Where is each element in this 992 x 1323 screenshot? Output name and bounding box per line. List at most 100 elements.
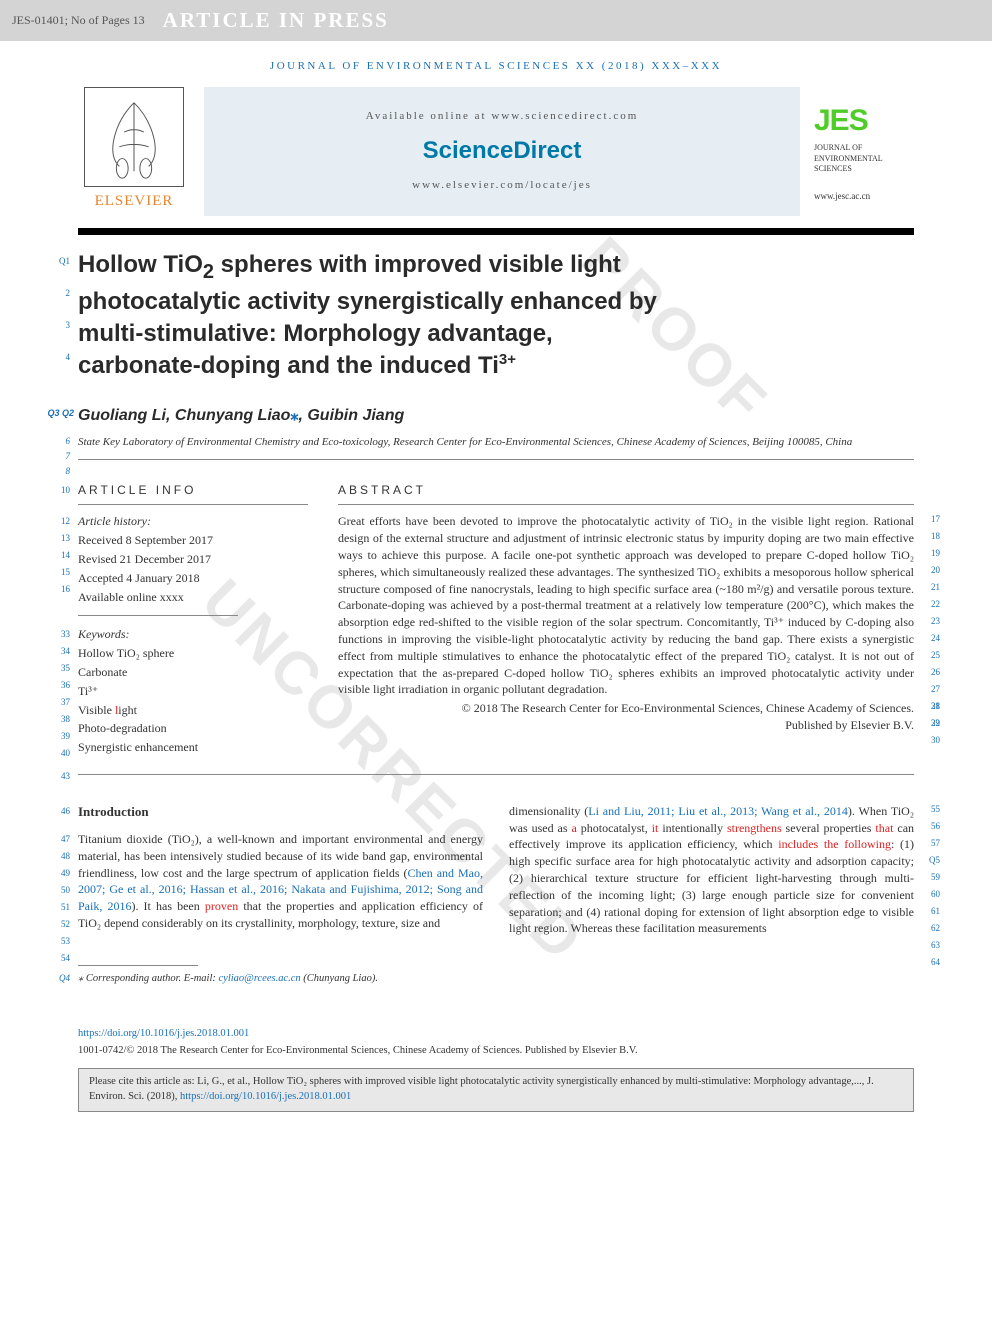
line-31: 31 bbox=[918, 700, 940, 713]
line-57: 57 bbox=[918, 837, 940, 850]
article-title: Q1 2 3 4 Hollow TiO2 spheres with improv… bbox=[78, 249, 914, 383]
footnote-email[interactable]: cyliao@rcees.ac.cn bbox=[219, 973, 301, 984]
line-3: 3 bbox=[48, 319, 70, 332]
citation-box: Please cite this article as: Li, G., et … bbox=[78, 1068, 914, 1111]
line-56: 56 bbox=[918, 820, 940, 833]
line-16: 16 bbox=[48, 583, 70, 596]
line-23: 23 bbox=[918, 615, 940, 628]
citation-2[interactable]: Li and Liu, 2011; Liu et al., 2013; Wang… bbox=[588, 804, 848, 818]
received-date: Received 8 September 2017 bbox=[78, 532, 308, 549]
footnote-rule bbox=[78, 965, 198, 966]
footnote-name: (Chunyang Liao). bbox=[303, 973, 378, 984]
query-q4: Q4 bbox=[48, 972, 70, 985]
header-rule bbox=[78, 228, 914, 235]
line-24: 24 bbox=[918, 632, 940, 645]
line-64: 64 bbox=[918, 956, 940, 969]
line-36: 36 bbox=[48, 679, 70, 692]
manuscript-id: JES-01401; No of Pages 13 bbox=[12, 12, 145, 29]
line-27: 27 bbox=[918, 683, 940, 696]
line-39: 39 bbox=[48, 730, 70, 743]
jes-sub2: ENVIRONMENTAL bbox=[814, 155, 883, 164]
line-62: 62 bbox=[918, 922, 940, 935]
abstract-text: 17 18 19 20 21 22 23 24 25 26 27 28 29 3… bbox=[338, 513, 914, 698]
corresp-asterisk: ⁎ bbox=[290, 407, 298, 424]
doi-block: https://doi.org/10.1016/j.jes.2018.01.00… bbox=[78, 1027, 914, 1058]
line-38: 38 bbox=[48, 713, 70, 726]
elsevier-tree-icon bbox=[84, 87, 184, 187]
article-info-head: ARTICLE INFO bbox=[78, 482, 308, 499]
title-part1: Hollow TiO bbox=[78, 251, 203, 278]
affiliation-text: State Key Laboratory of Environmental Ch… bbox=[78, 436, 852, 448]
copyright-1: © 2018 The Research Center for Eco-Envir… bbox=[462, 701, 914, 715]
line-22: 22 bbox=[918, 598, 940, 611]
abstract-rule bbox=[338, 504, 914, 505]
line-32: 32 bbox=[918, 717, 940, 730]
online-date: Available online xxxx bbox=[78, 589, 308, 606]
keyword-5: Photo-degradation bbox=[78, 720, 308, 737]
revised-date: Revised 21 December 2017 bbox=[78, 551, 308, 568]
intro-heading: Introduction bbox=[78, 803, 483, 821]
keyword-6: Synergistic enhancement bbox=[78, 739, 308, 756]
query-q1: Q1 bbox=[48, 255, 70, 268]
line-50: 50 bbox=[48, 884, 70, 897]
intro-text-1b: ). It has been bbox=[131, 899, 204, 913]
corresponding-author-footnote: Q4 ⁎ Corresponding author. E-mail: cylia… bbox=[78, 972, 914, 987]
line-51: 51 bbox=[48, 901, 70, 914]
info-rule bbox=[78, 504, 308, 505]
edit-strengthens: strengthens bbox=[727, 821, 782, 835]
line-55: 55 bbox=[918, 803, 940, 816]
locate-url[interactable]: www.elsevier.com/locate/jes bbox=[412, 178, 592, 193]
author-list: Q3 Q2 Guoliang Li, Chunyang Liao⁎, Guibi… bbox=[78, 405, 914, 427]
press-label: ARTICLE IN PRESS bbox=[163, 6, 389, 35]
citebox-link[interactable]: https://doi.org/10.1016/j.jes.2018.01.00… bbox=[180, 1091, 351, 1102]
abstract-head: ABSTRACT bbox=[338, 482, 914, 499]
affiliation: 6 7 8 State Key Laboratory of Environmen… bbox=[78, 435, 914, 450]
line-48: 48 bbox=[48, 850, 70, 863]
intro-right-column: 55 56 57 Q5 59 60 61 62 63 64 dimensiona… bbox=[509, 803, 914, 937]
author-3: Guibin Jiang bbox=[307, 407, 404, 424]
line-10: 10 bbox=[48, 484, 70, 497]
journal-reference: JOURNAL OF ENVIRONMENTAL SCIENCES XX (20… bbox=[0, 41, 992, 86]
article-in-press-bar: JES-01401; No of Pages 13 ARTICLE IN PRE… bbox=[0, 0, 992, 41]
section-rule: 43 bbox=[78, 774, 914, 775]
line-53: 53 bbox=[48, 935, 70, 948]
line-8: 8 bbox=[48, 465, 70, 478]
line-47: 47 bbox=[48, 833, 70, 846]
line-59: 59 bbox=[918, 871, 940, 884]
intro-r-1a: dimensionality ( bbox=[509, 804, 588, 818]
abstract-column: ABSTRACT 17 18 19 20 21 22 23 24 25 26 2… bbox=[338, 482, 914, 756]
line-15: 15 bbox=[48, 566, 70, 579]
jes-logo: JES JOURNAL OF ENVIRONMENTAL SCIENCES ww… bbox=[814, 87, 914, 216]
line-37: 37 bbox=[48, 696, 70, 709]
line-40: 40 bbox=[48, 747, 70, 760]
title-line3: multi-stimulative: Morphology advantage, bbox=[78, 320, 553, 347]
abstract-body: Great efforts have been devoted to impro… bbox=[338, 514, 914, 696]
line-19: 19 bbox=[918, 547, 940, 560]
edit-includes: includes the following bbox=[778, 837, 891, 851]
jes-url[interactable]: www.jesc.ac.cn bbox=[814, 190, 870, 203]
journal-header: ELSEVIER Available online at www.science… bbox=[78, 87, 914, 216]
available-online-text: Available online at www.sciencedirect.co… bbox=[366, 109, 639, 124]
line-25: 25 bbox=[918, 649, 940, 662]
mid-rule bbox=[78, 615, 238, 616]
edit-that: that bbox=[875, 821, 893, 835]
line-7: 7 bbox=[48, 450, 70, 463]
line-63: 63 bbox=[918, 939, 940, 952]
line-49: 49 bbox=[48, 867, 70, 880]
line-6: 6 bbox=[48, 435, 70, 448]
line-4: 4 bbox=[48, 351, 70, 364]
science-direct-logo[interactable]: ScienceDirect bbox=[423, 134, 582, 168]
intro-r-1c: photocatalyst, bbox=[577, 821, 652, 835]
introduction-section: 46 47 48 49 50 51 52 53 54 Introduction … bbox=[78, 803, 914, 937]
line-52: 52 bbox=[48, 918, 70, 931]
copyright-2: Published by Elsevier B.V. bbox=[785, 718, 914, 732]
intro-r-1d: intentionally bbox=[658, 821, 727, 835]
line-20: 20 bbox=[918, 564, 940, 577]
line-46: 46 bbox=[48, 805, 70, 818]
line-61: 61 bbox=[918, 905, 940, 918]
author-2: Chunyang Liao bbox=[175, 407, 291, 424]
line-14: 14 bbox=[48, 549, 70, 562]
footnote-label: ⁎ Corresponding author. E-mail: bbox=[78, 973, 216, 984]
doi-link[interactable]: https://doi.org/10.1016/j.jes.2018.01.00… bbox=[78, 1028, 249, 1039]
line-54: 54 bbox=[48, 952, 70, 965]
